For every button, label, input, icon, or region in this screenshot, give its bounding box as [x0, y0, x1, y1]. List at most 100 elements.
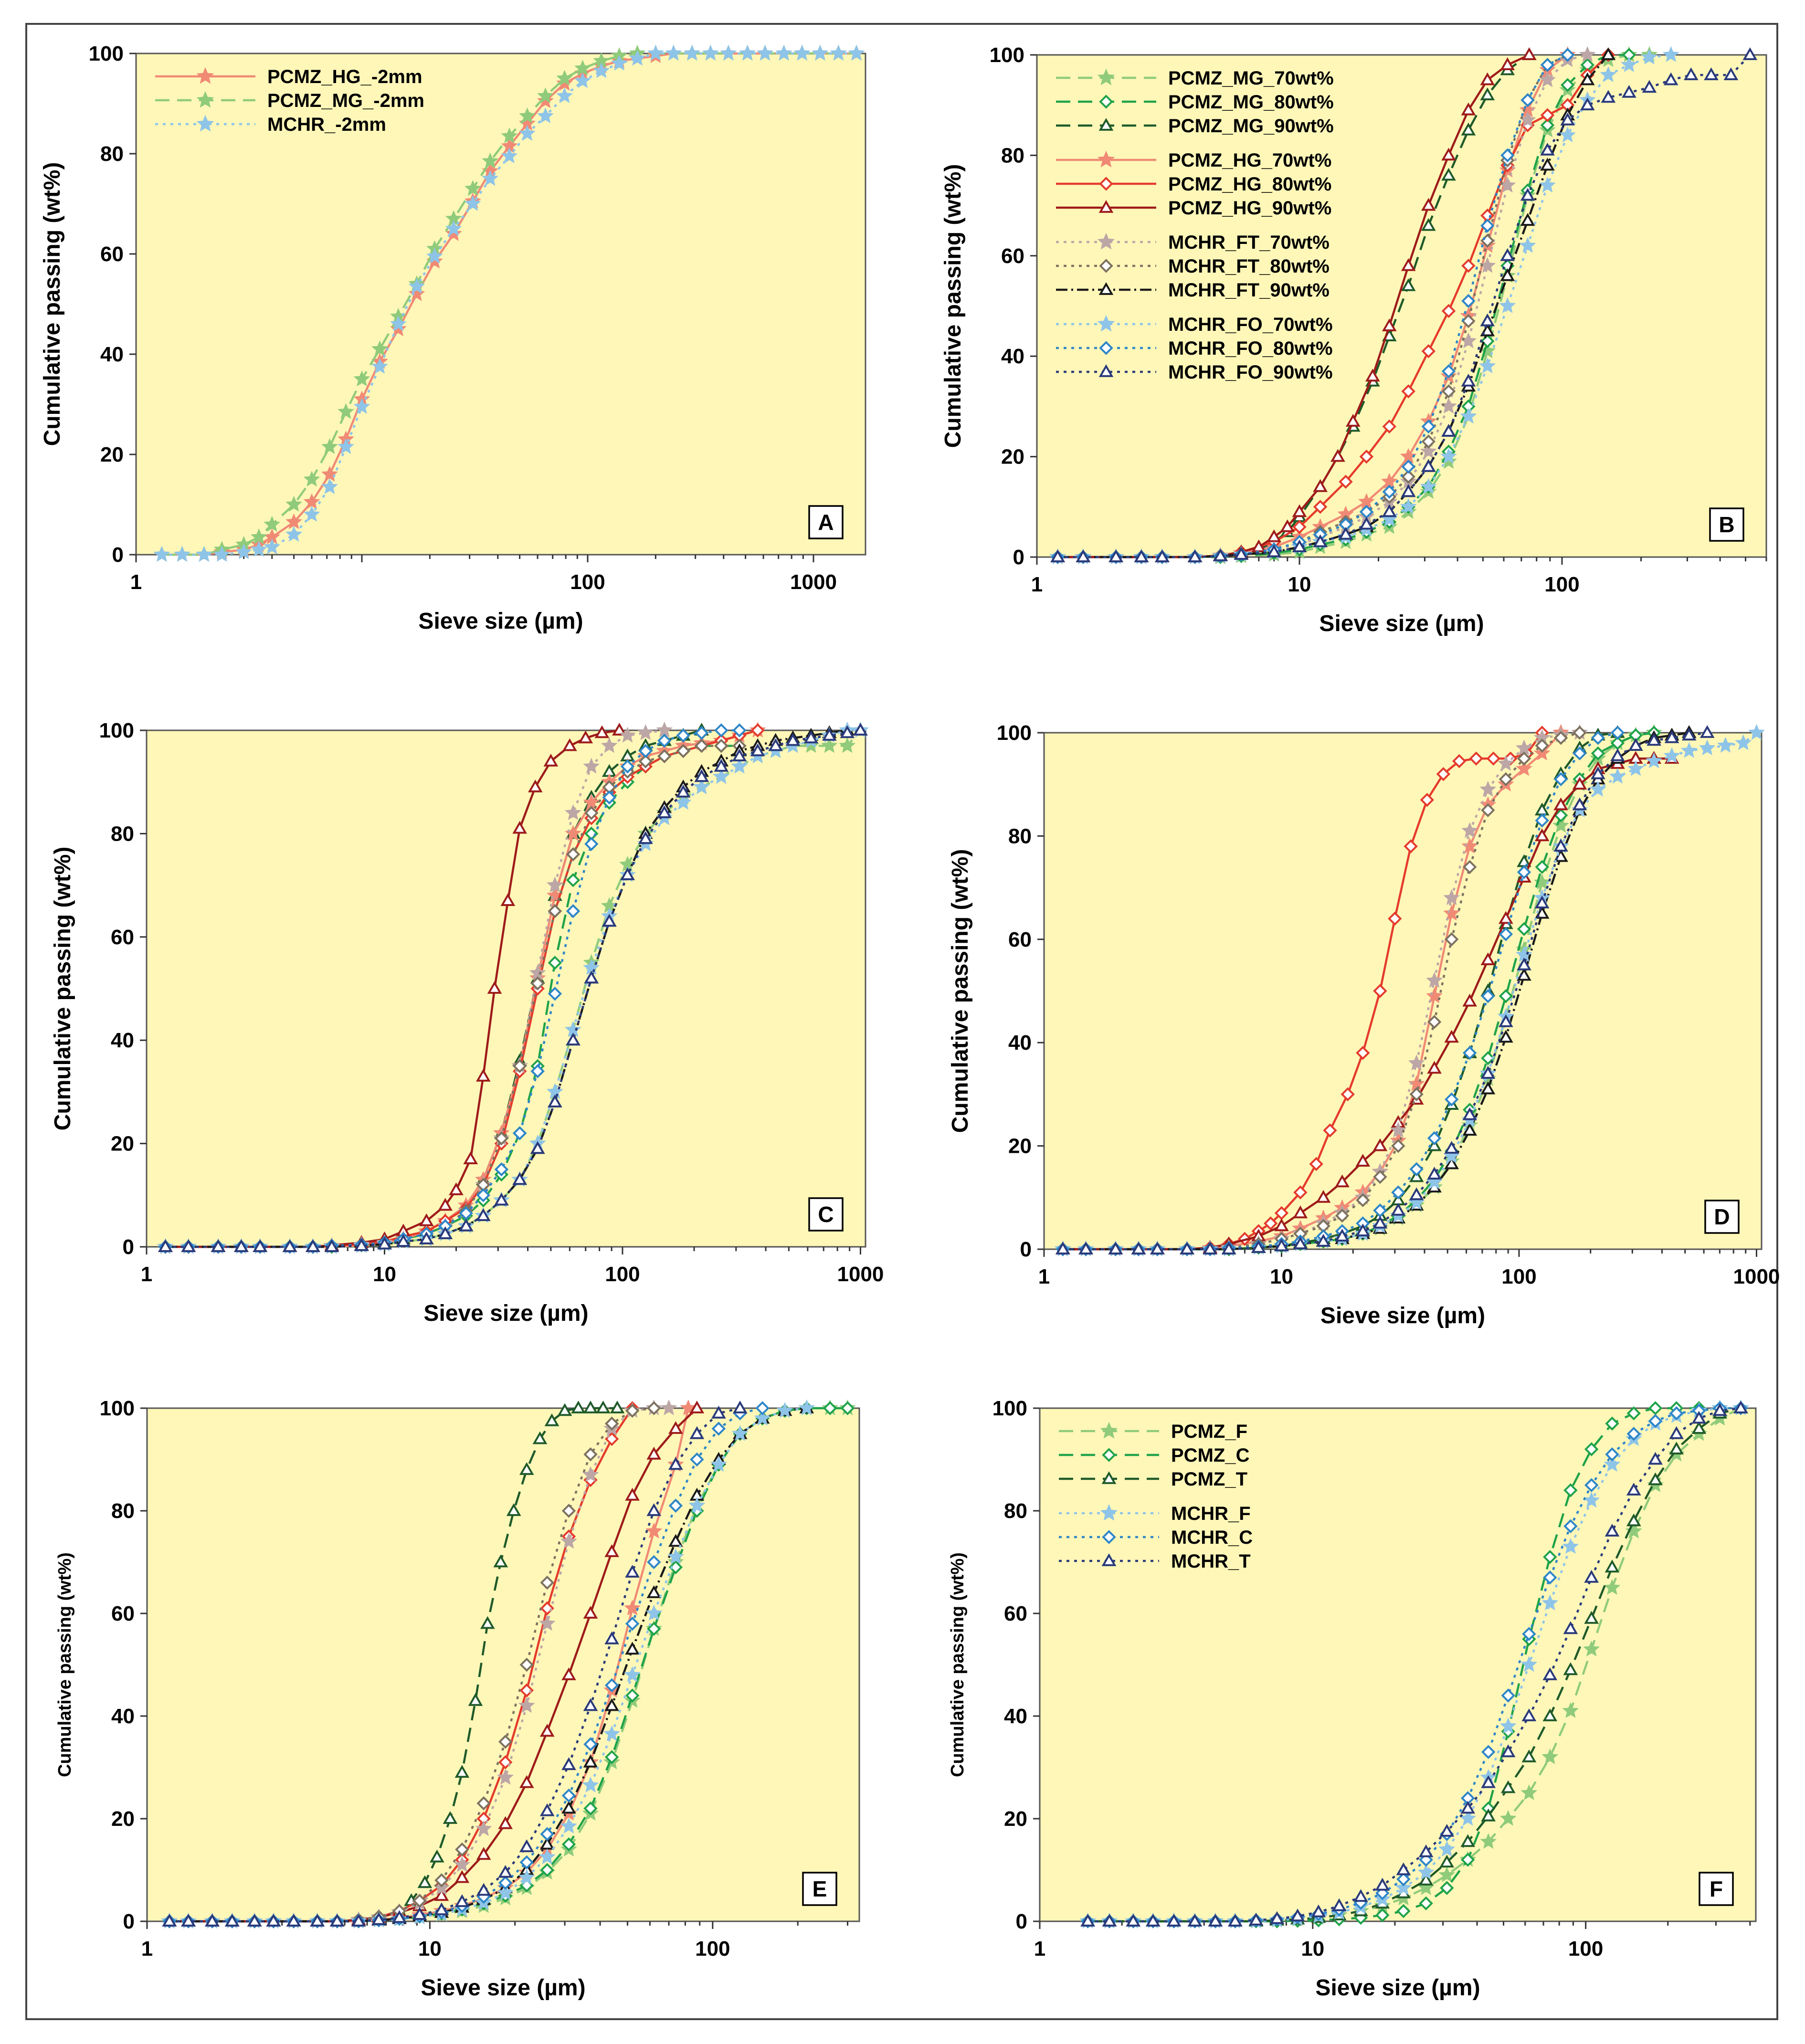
data-point-c-mchr-fo-90wt	[211, 1239, 226, 1252]
y-tick-label-d: 80	[1008, 824, 1032, 848]
y-tick-label-c: 80	[111, 822, 134, 845]
data-point-a-mchr-2mm	[426, 247, 443, 264]
y-tick-label-f: 40	[1004, 1705, 1027, 1728]
data-point-c-mchr-fo-70wt	[693, 778, 710, 794]
data-point-e-mchr-ft-90wt	[583, 1754, 598, 1768]
data-point-e-mchr-fo-70wt	[667, 1548, 684, 1564]
data-point-a-mchr-2mm	[812, 44, 829, 61]
data-point-f-mchr-t	[1691, 1411, 1707, 1424]
data-point-e-mchr-fo-90wt	[498, 1865, 513, 1878]
data-point-e-mchr-fo-80wt	[690, 1452, 704, 1467]
data-point-e-mchr-fo-70wt	[518, 1869, 535, 1885]
data-point-b-pcmz-hg-90wt	[1382, 318, 1397, 331]
data-point-f-mchr-t	[1439, 1823, 1455, 1837]
data-point-e-pcmz-hg-90wt	[519, 1775, 534, 1788]
data-point-e-mchr-fo-70wt	[582, 1776, 599, 1792]
data-point-a-pcmz-hg-2mm	[556, 74, 573, 91]
data-point-e-mchr-fo-90wt	[247, 1914, 262, 1927]
data-point-e-mchr-ft-80wt	[604, 1416, 619, 1431]
data-point-b-mchr-ft-90wt	[1540, 158, 1555, 171]
data-point-d-pcmz-mg-80wt	[1499, 989, 1513, 1003]
data-point-c-mchr-fo-80wt	[657, 733, 672, 748]
data-point-d-mchr-fo-80wt	[1409, 1162, 1424, 1177]
data-point-f-pcmz-c	[1584, 1442, 1599, 1456]
data-point-f-pcmz-c	[1626, 1406, 1641, 1421]
data-point-b-mchr-fo-90wt	[1187, 549, 1203, 562]
data-point-b-mchr-fo-80wt	[1480, 218, 1495, 233]
data-point-d-pcmz-mg-70wt	[1552, 817, 1569, 833]
data-point-e-mchr-fo-90wt	[205, 1914, 220, 1927]
data-point-f-mchr-c	[1584, 1478, 1599, 1493]
data-point-e-mchr-fo-90wt	[371, 1912, 386, 1925]
y-axis-title-c: Cumulative passing (wt%)	[50, 847, 75, 1131]
data-point-c-mchr-fo-90wt	[620, 867, 635, 880]
data-point-a-mchr-2mm	[371, 358, 388, 374]
data-point-d-mchr-ft-90wt	[1553, 849, 1568, 862]
y-tick-label-e: 40	[111, 1705, 135, 1728]
data-point-f-pcmz-f	[1562, 1702, 1579, 1718]
data-point-c-pcmz-hg-90wt	[449, 1182, 464, 1195]
data-point-e-pcmz-mg-80wt	[540, 1863, 554, 1877]
data-point-d-mchr-fo-70wt	[1646, 752, 1663, 769]
data-point-e-mchr-fo-90wt	[539, 1803, 555, 1816]
data-point-d-mchr-fo-90wt	[1131, 1242, 1146, 1254]
y-tick-label-c: 20	[111, 1132, 134, 1156]
data-point-a-mchr-2mm	[195, 546, 212, 562]
data-point-d-pcmz-hg-80wt	[1373, 984, 1387, 998]
x-tick-label-e: 1	[141, 1937, 153, 1960]
x-tick-label-a: 1	[130, 570, 142, 594]
data-point-d-pcmz-hg-70wt	[1443, 905, 1460, 921]
data-point-e-pcmz-mg-90wt	[443, 1811, 458, 1824]
data-point-e-mchr-fo-80wt	[668, 1498, 683, 1513]
data-point-a-mchr-2mm	[464, 195, 481, 211]
data-point-d-mchr-fo-90wt	[1221, 1242, 1236, 1254]
data-point-b-pcmz-hg-80wt	[1421, 344, 1436, 358]
data-point-c-mchr-ft-80wt	[512, 1059, 527, 1074]
y-tick-label-b: 80	[1001, 144, 1024, 167]
legend-marker-f	[1100, 1422, 1118, 1439]
data-point-d-mchr-fo-80wt	[1573, 746, 1587, 761]
data-point-b-mchr-fo-90wt	[1382, 504, 1397, 517]
data-point-c-pcmz-hg-90wt	[528, 780, 543, 792]
panel-letter-b: B	[1719, 512, 1734, 537]
data-point-c-mchr-fo-80wt	[584, 837, 599, 851]
series-line-c-mchr-fo-80wt	[165, 729, 739, 1248]
data-point-a-pcmz-mg-2mm	[537, 87, 554, 104]
data-point-d-pcmz-hg-90wt	[1293, 1205, 1308, 1219]
data-point-b-pcmz-hg-80wt	[1461, 259, 1476, 273]
data-point-e-pcmz-mg-80wt	[583, 1801, 598, 1816]
data-point-e-pcmz-mg-90wt	[557, 1403, 572, 1416]
legend-label-b: PCMZ_MG_80wt%	[1168, 92, 1334, 113]
data-point-b-pcmz-mg-90wt	[1401, 278, 1416, 291]
data-point-f-mchr-c	[1669, 1406, 1684, 1421]
legend-marker-b	[1097, 315, 1115, 332]
data-point-e-mchr-fo-80wt	[755, 1401, 770, 1415]
data-point-b-mchr-ft-70wt	[1479, 257, 1496, 273]
data-point-f-pcmz-t	[1500, 1780, 1516, 1793]
data-point-d-mchr-fo-90wt	[1534, 896, 1550, 908]
data-point-c-mchr-ft-70wt	[637, 724, 654, 740]
data-point-d-mchr-ft-80wt	[1427, 1015, 1442, 1029]
data-point-c-mchr-fo-90wt	[419, 1231, 434, 1244]
legend-b: PCMZ_MG_70wt% PCMZ_MG_80wt% PCMZ_MG_90wt% P…	[1056, 68, 1334, 383]
data-point-a-mchr-2mm	[629, 50, 646, 66]
x-tick-label-a: 100	[570, 570, 605, 594]
data-point-f-mchr-t	[1126, 1914, 1141, 1927]
data-point-f-mchr-t	[1396, 1862, 1411, 1875]
x-tick-label-f: 1	[1034, 1937, 1045, 1960]
data-point-a-mchr-2mm	[593, 62, 610, 78]
data-point-d-mchr-fo-90wt	[1355, 1223, 1371, 1237]
data-point-b-mchr-fo-70wt	[1662, 46, 1679, 62]
y-tick-label-d: 60	[1008, 928, 1032, 951]
data-point-b-pcmz-hg-90wt	[1292, 504, 1307, 517]
x-axis-title-e: Sieve size (µm)	[421, 1975, 585, 2001]
data-point-b-mchr-fo-90wt	[1234, 547, 1249, 560]
data-point-d-pcmz-hg-90wt	[1355, 1154, 1371, 1167]
data-point-f-mchr-t	[1311, 1904, 1326, 1918]
data-point-e-pcmz-mg-80wt	[625, 1688, 640, 1703]
data-point-e-mchr-fo-80wt	[583, 1737, 598, 1751]
data-point-b-mchr-ft-90wt	[1500, 268, 1515, 281]
data-point-c-mchr-fo-90wt	[396, 1234, 411, 1247]
x-tick-label-a: 1000	[790, 570, 837, 594]
